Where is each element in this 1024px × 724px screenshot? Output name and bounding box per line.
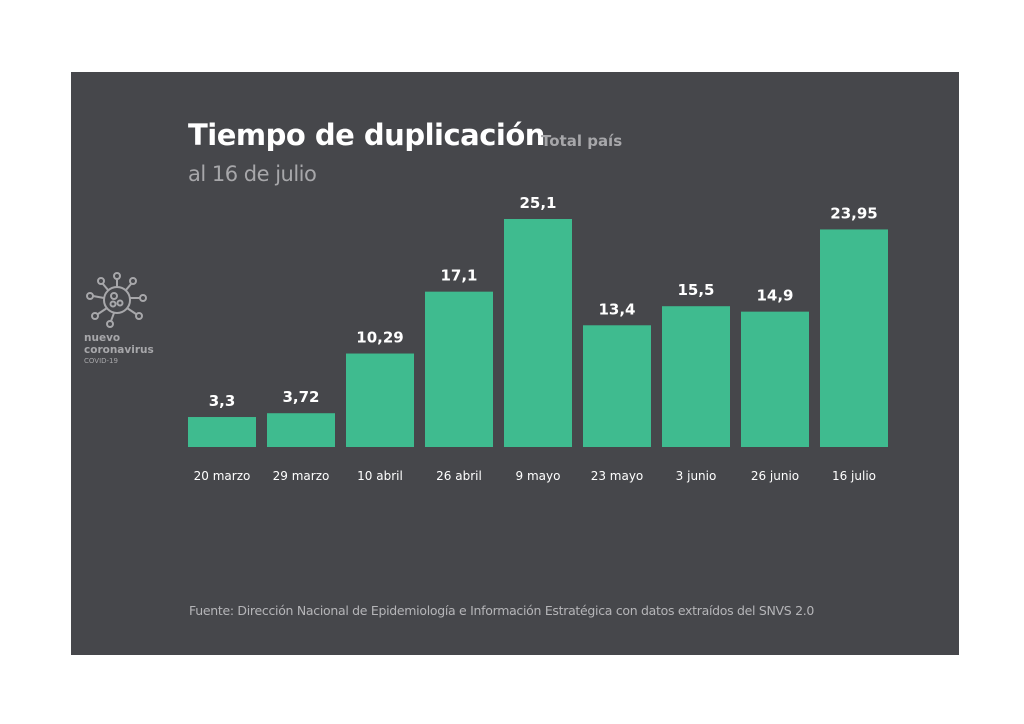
data-label-7: 14,9 (756, 287, 793, 305)
bar-4 (504, 219, 572, 447)
bar-1 (267, 413, 335, 447)
category-label-1: 29 marzo (273, 469, 330, 483)
category-label-4: 9 mayo (516, 469, 561, 483)
category-label-2: 10 abril (357, 469, 403, 483)
bar-7 (741, 311, 809, 447)
data-label-3: 17,1 (440, 267, 477, 285)
category-label-3: 26 abril (436, 469, 482, 483)
data-label-5: 13,4 (598, 300, 635, 318)
data-label-0: 3,3 (209, 392, 236, 410)
bar-3 (425, 291, 493, 447)
category-label-5: 23 mayo (591, 469, 644, 483)
bar-2 (346, 353, 414, 447)
chart-title: Tiempo de duplicación (188, 118, 545, 152)
data-label-4: 25,1 (519, 194, 556, 212)
data-label-2: 10,29 (356, 329, 403, 347)
data-label-8: 23,95 (830, 204, 877, 222)
logo-text-coronavirus: coronavirus (84, 344, 154, 356)
category-label-7: 26 junio (751, 469, 799, 483)
category-label-0: 20 marzo (194, 469, 251, 483)
chart-subtitle: Total país (541, 132, 623, 150)
chart-date-label: al 16 de julio (188, 162, 317, 186)
bar-8 (820, 229, 888, 447)
coronavirus-logo: nuevo coronavirus COVID-19 (84, 272, 174, 366)
logo-text-nuevo: nuevo (84, 332, 121, 344)
logo-text-covid: COVID-19 (84, 357, 118, 365)
category-label-8: 16 julio (832, 469, 876, 483)
bar-0 (188, 417, 256, 447)
data-label-6: 15,5 (677, 281, 714, 299)
bar-6 (662, 306, 730, 447)
bar-5 (583, 325, 651, 447)
virus-icon (86, 272, 147, 328)
category-label-6: 3 junio (676, 469, 717, 483)
source-note: Fuente: Dirección Nacional de Epidemiolo… (189, 603, 815, 618)
data-label-1: 3,72 (282, 388, 319, 406)
